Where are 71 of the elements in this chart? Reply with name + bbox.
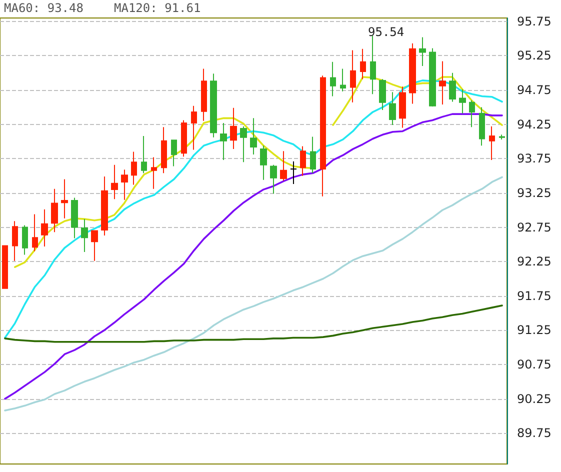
candlestick [151,156,157,190]
candlestick [181,120,187,158]
candlestick [280,150,287,182]
candlestick [131,151,137,186]
candlestick [479,106,485,146]
candlestick [330,61,336,97]
candlestick [91,230,98,262]
candlestick [210,73,217,138]
y-tick-label: 94.25 [517,117,552,132]
candlestick [449,72,456,102]
candlestick [81,218,88,252]
y-tick-label: 93.25 [517,186,552,200]
candlestick [191,105,197,150]
line-series [4,80,503,339]
y-tick-label: 95.75 [517,14,552,28]
candlestick [499,134,505,140]
candlestick [171,140,177,167]
candlestick [469,100,475,128]
candlestick [201,68,207,122]
candlestick [429,48,436,108]
candlestick [370,35,376,95]
candlestick [101,176,108,236]
candlestick [2,245,8,289]
candlestick [71,197,78,239]
text: MA60: 93.48 [4,1,84,15]
candlestick [270,164,277,194]
candlestick [111,164,118,200]
candlestick [439,60,446,105]
line-series [4,304,503,343]
candlestick [310,136,316,174]
candlestick [51,188,58,233]
line-series [4,113,503,400]
y-tick-label: 94.75 [517,83,552,98]
candlestick [41,208,48,247]
y-tick-label: 89.75 [517,426,552,440]
candlestick [12,220,18,262]
candlestick [350,50,356,103]
candlestick [389,92,396,126]
y-tick-label: 90.75 [517,358,552,372]
candlestick [121,169,128,200]
candlestick [290,160,297,185]
candlestick [320,75,326,197]
candlestick [360,48,366,80]
candlestick [379,78,386,110]
candlestick [419,36,426,67]
candlestick [230,107,237,150]
candlestick [300,146,306,176]
annotation: 95.54 [368,25,404,39]
candlestick [22,224,28,256]
candlestick [240,126,247,163]
y-tick-label: 95.25 [517,48,552,63]
candlestick [459,88,466,114]
candlestick [409,42,416,104]
candlestick [220,122,227,161]
y-tick-label: 91.75 [517,288,552,303]
candlestick [141,136,147,174]
candlestick [489,126,495,161]
y-tick-label: 91.25 [517,323,552,338]
candlestick [399,86,406,128]
y-tick-label: 92.75 [517,220,552,234]
text: MA120: 91.61 [114,1,201,15]
candlestick [161,126,167,174]
candlestick [250,118,257,156]
candlestick [61,178,68,219]
y-tick-label: 93.75 [517,152,552,166]
candlestick [340,68,346,92]
candlestick [32,214,38,252]
candlestick [260,145,267,180]
y-tick-label: 92.25 [517,254,552,269]
y-tick-label: 90.25 [517,392,552,406]
line-series [4,176,503,412]
